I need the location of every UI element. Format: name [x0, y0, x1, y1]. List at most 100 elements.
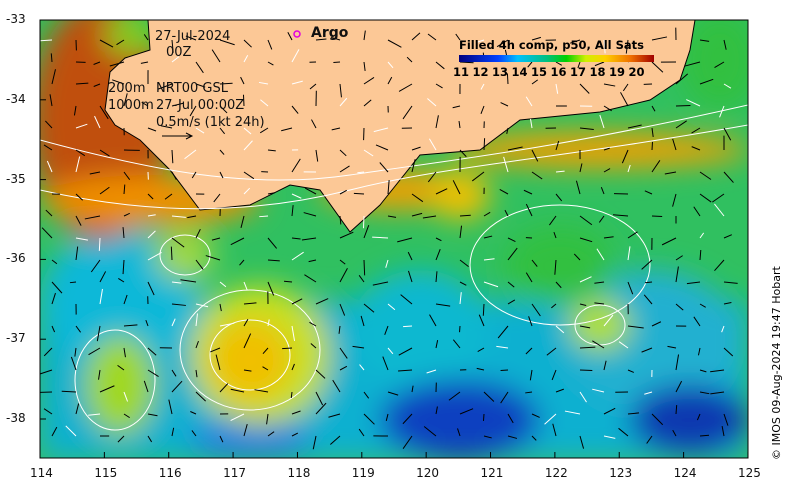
current-arrow — [363, 259, 366, 276]
current-arrow — [627, 246, 631, 261]
current-arrow — [402, 413, 413, 425]
lon-tick-label: 125 — [737, 466, 761, 480]
current-arrow — [531, 79, 538, 85]
current-arrow — [171, 281, 182, 284]
current-arrow — [712, 193, 725, 203]
current-arrow — [74, 347, 77, 357]
current-arrow — [603, 83, 616, 87]
current-arrow — [89, 171, 101, 175]
colorbar-title: Filled 4h comp, p50, All Sats — [459, 38, 644, 52]
current-arrow — [675, 354, 680, 371]
current-arrow — [499, 189, 509, 195]
current-arrow — [145, 319, 149, 327]
current-arrow — [219, 39, 235, 46]
current-arrow — [398, 369, 413, 372]
current-arrow — [483, 235, 493, 239]
current-arrow — [363, 30, 366, 41]
current-arrow — [190, 411, 197, 415]
current-arrow — [719, 105, 725, 118]
current-arrow — [242, 94, 245, 107]
current-arrow — [723, 234, 732, 239]
current-arrow — [267, 192, 275, 195]
current-arrow — [603, 236, 614, 239]
current-arrow — [291, 298, 303, 305]
current-arrow — [411, 146, 421, 151]
current-arrow — [339, 149, 347, 157]
current-arrow — [219, 303, 222, 312]
colorbar-label: 12 — [472, 65, 489, 79]
current-arrow — [500, 102, 509, 107]
credit: © IMOS 09-Aug-2024 19:47 Hobart — [770, 266, 783, 460]
current-arrow — [693, 316, 701, 327]
current-arrow — [170, 246, 173, 261]
current-arrow — [710, 391, 725, 395]
current-arrow — [691, 146, 701, 151]
current-arrow — [239, 259, 245, 266]
current-arrow — [43, 144, 53, 151]
current-arrow — [579, 163, 583, 173]
current-arrow — [531, 149, 539, 162]
current-arrow — [651, 141, 654, 151]
colorbar-label: 18 — [589, 65, 606, 79]
current-arrow — [555, 170, 565, 173]
lon-tick-label: 121 — [480, 466, 504, 480]
current-arrow — [531, 36, 542, 41]
current-arrow — [714, 259, 725, 271]
current-arrow — [171, 369, 177, 377]
current-arrow — [400, 294, 413, 305]
current-arrow — [551, 303, 557, 309]
model-time: 27-Jul 00:00Z — [156, 98, 245, 113]
current-arrow — [205, 255, 221, 261]
current-arrow — [483, 281, 499, 288]
current-arrow — [672, 138, 677, 151]
current-arrow — [411, 193, 424, 203]
current-arrow — [94, 115, 101, 129]
current-arrow — [699, 249, 702, 261]
current-arrow — [98, 369, 101, 380]
current-arrow — [598, 215, 605, 223]
current-arrow — [171, 56, 180, 63]
current-arrow — [531, 171, 543, 180]
current-arrow — [691, 127, 701, 134]
current-arrow — [211, 49, 221, 63]
current-arrow — [651, 127, 654, 138]
current-arrow — [482, 303, 485, 316]
current-arrow — [123, 294, 128, 305]
current-arrow — [230, 388, 245, 393]
current-arrow — [596, 248, 605, 261]
current-arrow — [579, 215, 593, 226]
current-arrow — [315, 298, 329, 305]
current-arrow — [339, 215, 342, 225]
current-arrow — [219, 149, 225, 155]
current-arrow — [435, 188, 448, 195]
current-arrow — [544, 413, 557, 425]
current-arrow — [99, 288, 103, 305]
current-arrow — [411, 212, 423, 217]
current-arrow — [99, 271, 107, 283]
current-arrow — [699, 78, 714, 85]
current-arrow — [281, 127, 293, 132]
current-arrow — [147, 193, 154, 200]
current-arrow — [664, 171, 677, 175]
current-arrow — [70, 356, 77, 371]
current-arrow — [579, 369, 593, 372]
current-arrow — [579, 83, 590, 94]
current-arrow — [147, 347, 157, 356]
current-arrow — [531, 259, 538, 267]
current-arrow — [331, 127, 341, 131]
current-arrow — [339, 83, 342, 98]
current-arrow — [243, 318, 249, 327]
current-arrow — [311, 119, 317, 129]
current-arrow — [525, 203, 533, 217]
current-arrow — [363, 76, 375, 85]
current-arrow — [187, 215, 197, 219]
current-arrow — [360, 315, 365, 327]
current-arrow — [507, 281, 515, 288]
current-arrow — [407, 270, 413, 283]
current-arrow — [147, 251, 162, 261]
current-arrow — [51, 426, 58, 437]
current-arrow — [51, 281, 63, 294]
current-arrow — [552, 423, 557, 437]
current-arrow — [579, 325, 591, 329]
